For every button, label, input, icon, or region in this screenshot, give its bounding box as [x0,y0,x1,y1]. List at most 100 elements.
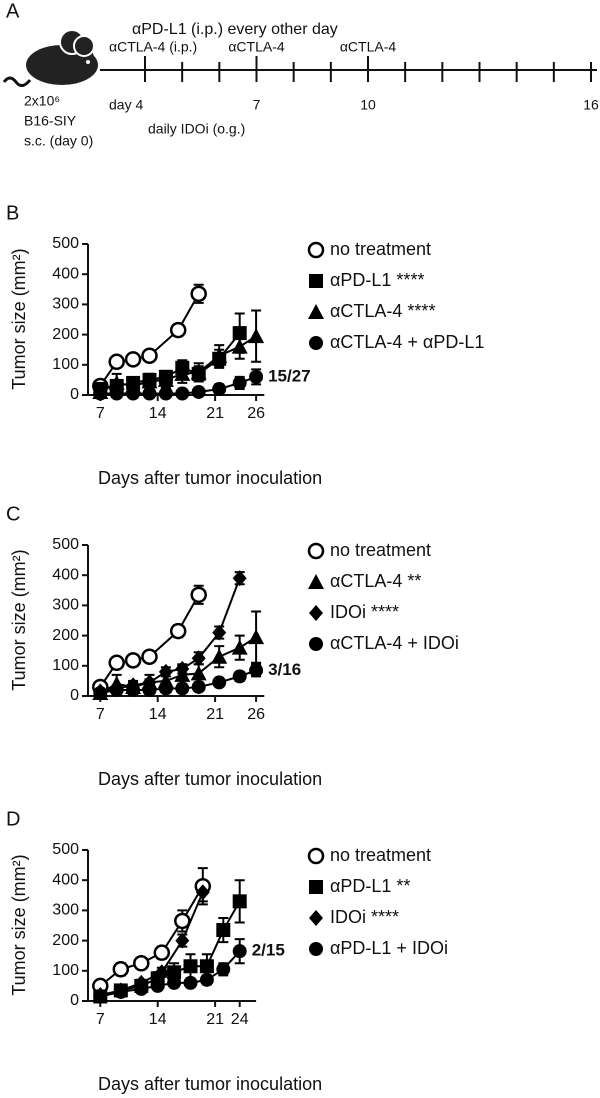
x-axis-label: Days after tumor inoculation [98,1074,322,1094]
x-tick-label: 24 [231,1011,249,1028]
timeline-header: αPD-L1 (i.p.) every other day [132,21,338,38]
y-tick-label: 400 [52,871,79,888]
marker [113,984,128,999]
legend-label: αCTLA-4 ** [330,571,421,591]
marker [175,660,190,677]
marker [133,955,150,972]
legend-label: no treatment [330,845,431,865]
y-tick-label: 500 [52,841,79,858]
y-tick-label: 300 [52,902,79,919]
marker [158,386,173,401]
legend-label: αPD-L1 **** [330,270,424,290]
legend-label: no treatment [330,239,431,259]
marker [167,965,182,980]
chart: B 0 100 200 300 400 500 7 14 21 26 Tumor size (mm²)… [6,202,484,487]
inoculation-text: B16-SIY [24,113,77,129]
marker [216,923,231,938]
marker [141,648,158,665]
marker [232,894,247,909]
series-line [100,669,257,694]
panel-label: B [6,202,19,224]
marker [169,622,187,640]
legend-label: αCTLA-4 + αPD-L1 [330,332,484,352]
marker [191,650,206,667]
marker [167,975,182,990]
marker [108,353,125,371]
y-tick-label: 400 [52,566,79,583]
marker [199,972,214,987]
marker [232,944,247,959]
legend-marker [309,910,323,926]
marker [199,959,214,974]
marker [158,681,173,696]
timeline-tick-label: 16 [583,97,599,113]
marker [126,682,141,697]
marker [141,347,158,364]
y-tick-label: 100 [52,962,79,979]
legend-marker [309,274,323,288]
mouse-icon [2,29,98,87]
x-tick-label: 26 [247,405,265,422]
y-tick-label: 0 [70,687,79,704]
legend-marker [309,880,323,894]
timeline-tick-label: 10 [360,97,376,113]
series-line [99,335,257,393]
legend-label: αPD-L1 ** [330,876,410,896]
y-axis-label: Tumor size (mm²) [9,854,29,995]
marker [124,652,142,669]
marker [175,386,190,401]
marker [195,884,210,901]
x-axis-label: Days after tumor inoculation [98,468,322,488]
y-tick-label: 200 [52,627,79,644]
marker [248,328,265,344]
legend-label: IDOi **** [330,602,399,622]
legend-label: αCTLA-4 **** [330,301,435,321]
marker [134,981,149,996]
marker [191,679,206,694]
chart: D 0 100 200 300 400 500 7 14 21 24 Tumor size (mm²)… [6,808,448,1093]
treatment-label: αCTLA-4 [228,39,285,55]
marker [126,386,141,401]
legend-marker [309,336,323,350]
legend-marker [308,304,324,319]
marker [150,978,165,993]
marker [142,682,157,697]
marker [216,962,231,977]
marker [191,384,206,399]
marker [169,321,187,339]
marker [108,374,125,390]
y-tick-label: 200 [52,326,79,343]
legend-marker [307,241,325,259]
series-line [100,375,257,395]
y-tick-label: 0 [70,386,79,403]
marker [174,365,191,381]
marker [190,586,207,604]
x-tick-label: 14 [149,405,167,422]
y-tick-label: 100 [52,657,79,674]
x-tick-label: 14 [149,706,167,723]
marker [248,629,265,645]
panel-label: C [6,503,20,525]
marker [158,663,173,680]
legend-label: IDOi **** [330,907,399,927]
marker [212,624,227,641]
marker [211,347,228,363]
y-tick-label: 300 [52,296,79,313]
marker [109,682,124,697]
marker [157,371,174,387]
marker [175,681,190,696]
marker [190,665,207,681]
marker [174,912,191,930]
y-tick-label: 100 [52,356,79,373]
marker [231,639,248,655]
marker [109,386,124,401]
marker [183,959,198,974]
y-tick-label: 500 [52,536,79,553]
marker [153,944,171,961]
marker [124,351,142,368]
inoculation-text: s.c. (day 0) [24,133,93,149]
legend-marker [309,637,323,651]
series-line [99,636,257,694]
